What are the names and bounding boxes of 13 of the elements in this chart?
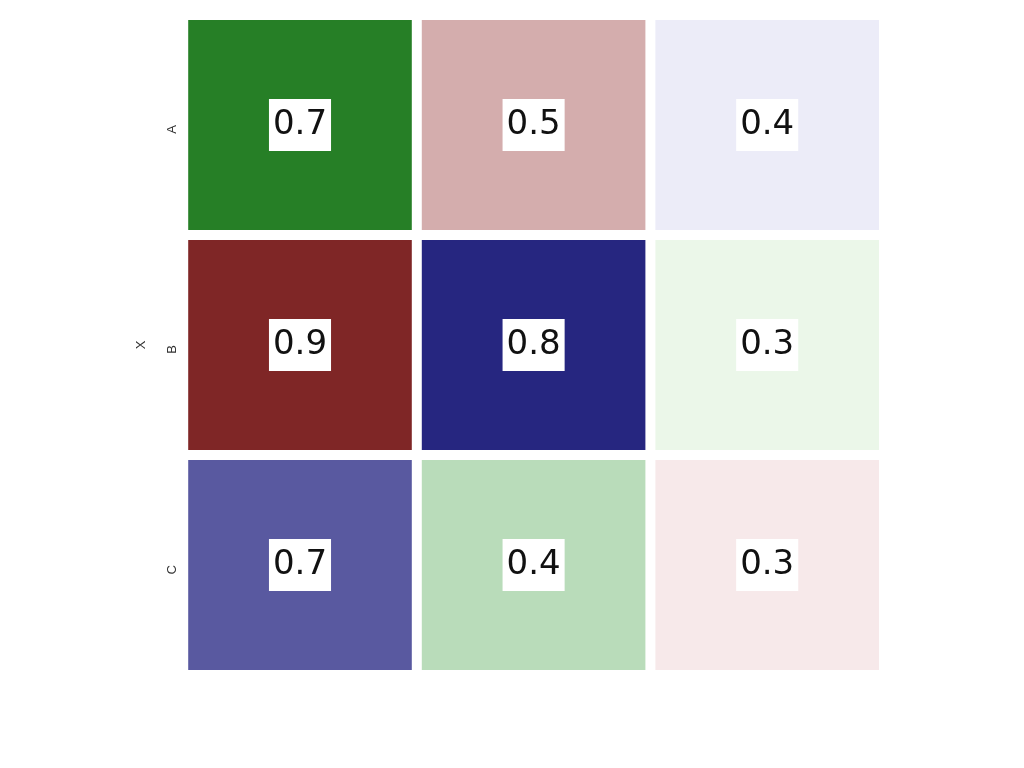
y-tick-label: B (163, 345, 179, 354)
y-tick-label: A (163, 124, 179, 134)
data-label: 0.9 (272, 321, 328, 362)
data-label: 0.7 (272, 541, 328, 582)
data-label: 0.4 (740, 101, 795, 142)
y-axis-title: X (133, 340, 149, 350)
data-label: 0.5 (506, 101, 561, 142)
data-label: 0.7 (272, 101, 328, 142)
data-label: 0.4 (506, 541, 561, 582)
data-label: 0.3 (740, 321, 795, 362)
y-tick-label: C (163, 565, 179, 575)
data-label: 0.3 (740, 541, 795, 582)
data-label: 0.8 (506, 321, 561, 362)
